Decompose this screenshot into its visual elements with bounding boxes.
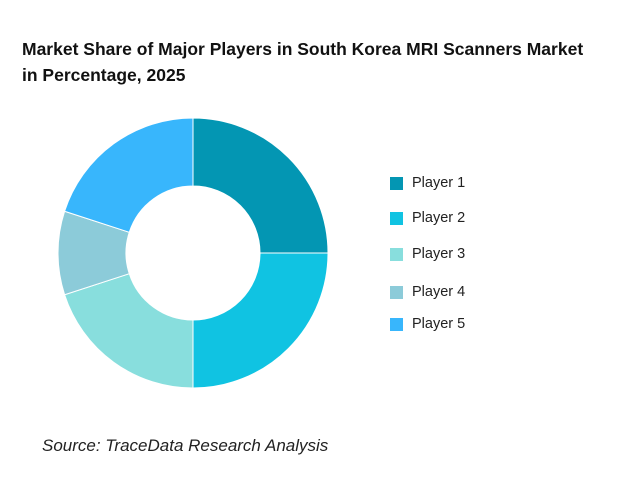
donut-slice-3 [63, 273, 194, 389]
legend-item-player-3: Player 3 [390, 244, 465, 264]
source-note: Source: TraceData Research Analysis [42, 436, 329, 455]
legend-item-player-4: Player 4 [390, 282, 465, 302]
legend-item-player-5: Player 5 [390, 314, 465, 334]
legend-label-player-5: Player 5 [412, 316, 466, 332]
legend-label-player-4: Player 4 [412, 284, 466, 300]
chart-title-line-2: in Percentage, 2025 [22, 65, 186, 85]
legend-swatch-player-3 [390, 247, 403, 261]
legend-label-player-1: Player 1 [412, 175, 466, 191]
donut-slice-1 [192, 117, 329, 254]
legend-item-player-2: Player 2 [390, 208, 465, 228]
legend-label-player-3: Player 3 [412, 246, 466, 262]
legend-swatch-player-4 [390, 285, 403, 299]
legend-swatch-player-1 [390, 176, 403, 190]
chart-title: Market Share of Major Players in South K… [22, 36, 632, 88]
legend-label-player-2: Player 2 [412, 210, 466, 226]
legend-item-player-1: Player 1 [390, 173, 465, 193]
donut-slice-2 [192, 252, 329, 389]
legend-swatch-player-2 [390, 211, 403, 225]
chart-title-line-1: Market Share of Major Players in South K… [22, 39, 584, 59]
donut-slice-5 [63, 117, 194, 233]
legend-swatch-player-5 [390, 317, 403, 331]
